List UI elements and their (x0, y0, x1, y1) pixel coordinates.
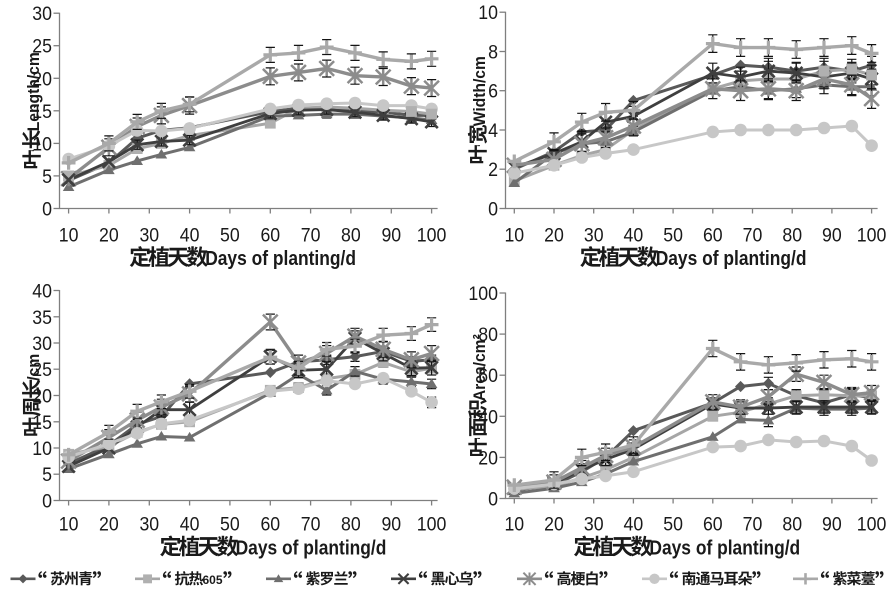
svg-text:80: 80 (782, 225, 802, 247)
svg-text:60: 60 (703, 514, 723, 536)
svg-text:60: 60 (703, 225, 723, 247)
svg-text:10: 10 (32, 133, 52, 155)
svg-text:80: 80 (782, 514, 802, 536)
svg-text:5: 5 (42, 166, 52, 188)
svg-text:50: 50 (663, 514, 683, 536)
svg-text:20: 20 (32, 68, 52, 90)
svg-text:·: · (469, 144, 489, 146)
svg-text:30: 30 (139, 514, 159, 536)
svg-text:2: 2 (488, 159, 498, 181)
svg-text:30: 30 (584, 514, 604, 536)
svg-text:40: 40 (180, 225, 200, 247)
svg-text:0: 0 (42, 491, 52, 513)
svg-text:80: 80 (341, 225, 361, 247)
svg-text:100: 100 (857, 225, 887, 247)
svg-text:6: 6 (488, 81, 498, 103)
svg-text:40: 40 (180, 514, 200, 536)
svg-text:70: 70 (743, 225, 763, 247)
svg-text:15: 15 (32, 412, 52, 434)
svg-text:10: 10 (59, 514, 79, 536)
svg-text:70: 70 (743, 514, 763, 536)
svg-text:25: 25 (32, 36, 52, 58)
svg-text:Days of planting/d: Days of planting/d (656, 248, 807, 270)
svg-text:0: 0 (488, 199, 498, 221)
svg-text:50: 50 (220, 514, 240, 536)
svg-text:15: 15 (32, 101, 52, 123)
svg-text:Length/cm: Length/cm (24, 52, 43, 131)
svg-text:70: 70 (301, 514, 321, 536)
svg-text:·: · (469, 437, 489, 439)
svg-text:20: 20 (478, 447, 498, 469)
svg-text:100: 100 (468, 283, 498, 305)
svg-text:10: 10 (478, 2, 498, 24)
svg-text:80: 80 (341, 514, 361, 536)
svg-text:10: 10 (32, 438, 52, 460)
svg-text:0: 0 (42, 199, 52, 221)
svg-text:0: 0 (488, 489, 498, 511)
svg-text:90: 90 (822, 514, 842, 536)
svg-text:20: 20 (99, 514, 119, 536)
svg-text:10: 10 (59, 225, 79, 247)
svg-text:Days of planting/d: Days of planting/d (205, 248, 356, 270)
svg-text:35: 35 (32, 307, 52, 329)
svg-text:60: 60 (260, 514, 280, 536)
svg-text:90: 90 (381, 225, 401, 247)
svg-text:80: 80 (478, 324, 498, 346)
svg-text:10: 10 (504, 514, 524, 536)
svg-text:5: 5 (42, 464, 52, 486)
svg-text:4: 4 (488, 120, 498, 142)
svg-text:8: 8 (488, 42, 498, 64)
svg-text:20: 20 (32, 386, 52, 408)
svg-text:·: · (23, 417, 43, 419)
svg-text:50: 50 (220, 225, 240, 247)
svg-text:70: 70 (301, 225, 321, 247)
svg-text:40: 40 (624, 225, 644, 247)
svg-text:90: 90 (822, 225, 842, 247)
svg-text:60: 60 (478, 365, 498, 387)
svg-text:30: 30 (584, 225, 604, 247)
svg-text:100: 100 (857, 514, 887, 536)
svg-text:30: 30 (139, 225, 159, 247)
svg-text:40: 40 (478, 406, 498, 428)
svg-text:·: · (23, 149, 43, 151)
svg-text:Width/cm: Width/cm (470, 56, 489, 126)
svg-text:Days of planting/d: Days of planting/d (649, 537, 800, 559)
svg-text:30: 30 (32, 3, 52, 25)
svg-text:/cm: /cm (24, 354, 43, 381)
svg-text:25: 25 (32, 359, 52, 381)
svg-text:30: 30 (32, 333, 52, 355)
svg-text:10: 10 (504, 225, 524, 247)
svg-text:60: 60 (260, 225, 280, 247)
svg-text:20: 20 (544, 514, 564, 536)
svg-text:40: 40 (32, 281, 52, 303)
svg-text:100: 100 (417, 225, 447, 247)
svg-text:20: 20 (544, 225, 564, 247)
svg-text:Area/cm²: Area/cm² (470, 334, 489, 401)
svg-text:20: 20 (99, 225, 119, 247)
svg-text:Days of planting/d: Days of planting/d (236, 537, 387, 559)
svg-text:605: 605 (203, 573, 223, 587)
svg-text:40: 40 (624, 514, 644, 536)
svg-text:50: 50 (663, 225, 683, 247)
svg-text:90: 90 (381, 514, 401, 536)
svg-text:100: 100 (417, 514, 447, 536)
